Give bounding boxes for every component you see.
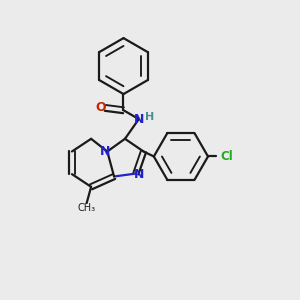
Text: N: N xyxy=(100,145,110,158)
Text: Cl: Cl xyxy=(220,150,233,163)
Text: H: H xyxy=(146,112,154,122)
Text: O: O xyxy=(95,101,106,114)
Text: CH₃: CH₃ xyxy=(78,203,96,213)
Text: N: N xyxy=(134,168,144,181)
Text: N: N xyxy=(134,112,144,126)
